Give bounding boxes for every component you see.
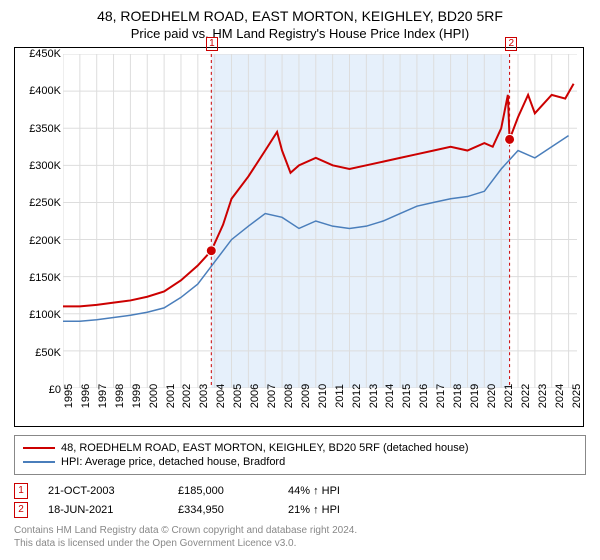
x-axis-tick: 2012 (351, 384, 363, 408)
x-axis-tick: 2003 (198, 384, 210, 408)
annotation-delta: 44% ↑ HPI (288, 485, 340, 497)
x-axis-tick: 2020 (486, 384, 498, 408)
x-axis-tick: 2021 (503, 384, 515, 408)
x-axis-tick: 1998 (114, 384, 126, 408)
legend-swatch (23, 447, 55, 449)
x-axis-tick: 2002 (181, 384, 193, 408)
annotation-price: £334,950 (178, 504, 268, 516)
attribution-text: Contains HM Land Registry data © Crown c… (14, 524, 586, 550)
x-axis-tick: 2023 (537, 384, 549, 408)
x-axis-tick: 1996 (80, 384, 92, 408)
x-axis-tick: 2006 (249, 384, 261, 408)
x-axis-tick: 2005 (232, 384, 244, 408)
chart-area: £0 £50K £100K £150K £200K £250K £300K £350K £400… (14, 47, 584, 427)
x-axis-tick: 2025 (571, 384, 583, 408)
annotation-marker: 1 (14, 483, 28, 499)
x-axis-tick: 2015 (401, 384, 413, 408)
plot-region: 12 (63, 54, 577, 388)
x-axis-tick: 2008 (283, 384, 295, 408)
x-axis-tick: 2000 (148, 384, 160, 408)
x-axis-tick: 2004 (215, 384, 227, 408)
x-axis-tick: 2011 (334, 384, 346, 408)
x-axis-tick: 1997 (97, 384, 109, 408)
annotation-delta: 21% ↑ HPI (288, 504, 340, 516)
x-axis-tick: 2001 (165, 384, 177, 408)
legend-swatch (23, 461, 55, 463)
annotation-date: 18-JUN-2021 (48, 504, 158, 516)
x-axis-tick: 1999 (131, 384, 143, 408)
annotation-marker: 2 (14, 502, 28, 518)
chart-marker: 2 (505, 37, 517, 51)
legend-label: 48, ROEDHELM ROAD, EAST MORTON, KEIGHLEY… (61, 442, 469, 454)
legend-item: HPI: Average price, detached house, Brad… (23, 456, 577, 468)
x-axis-tick: 2010 (317, 384, 329, 408)
y-axis-tick: £0 (17, 384, 61, 396)
y-axis-tick: £150K (17, 272, 61, 284)
chart-subtitle: Price paid vs. HM Land Registry's House … (14, 26, 586, 41)
y-axis-tick: £450K (17, 48, 61, 60)
annotation-table: 1 21-OCT-2003 £185,000 44% ↑ HPI 2 18-JUN-202… (14, 483, 586, 518)
y-axis-tick: £350K (17, 123, 61, 135)
y-axis-tick: £250K (17, 197, 61, 209)
x-axis-tick: 2018 (452, 384, 464, 408)
annotation-row: 1 21-OCT-2003 £185,000 44% ↑ HPI (14, 483, 586, 499)
x-axis-tick: 2009 (300, 384, 312, 408)
x-axis-tick: 2024 (554, 384, 566, 408)
x-axis-tick: 2017 (435, 384, 447, 408)
annotation-price: £185,000 (178, 485, 268, 497)
x-axis-tick: 2007 (266, 384, 278, 408)
y-axis-tick: £100K (17, 309, 61, 321)
y-axis-tick: £200K (17, 235, 61, 247)
x-axis-tick: 2016 (418, 384, 430, 408)
x-axis-tick: 2013 (368, 384, 380, 408)
x-axis-tick: 2019 (469, 384, 481, 408)
y-axis-tick: £50K (17, 347, 61, 359)
legend-label: HPI: Average price, detached house, Brad… (61, 456, 285, 468)
legend: 48, ROEDHELM ROAD, EAST MORTON, KEIGHLEY… (14, 435, 586, 475)
x-axis-tick: 2014 (384, 384, 396, 408)
chart-title: 48, ROEDHELM ROAD, EAST MORTON, KEIGHLEY… (14, 8, 586, 24)
legend-item: 48, ROEDHELM ROAD, EAST MORTON, KEIGHLEY… (23, 442, 577, 454)
y-axis-tick: £400K (17, 85, 61, 97)
y-axis-tick: £300K (17, 160, 61, 172)
annotation-row: 2 18-JUN-2021 £334,950 21% ↑ HPI (14, 502, 586, 518)
x-axis-tick: 1995 (63, 384, 75, 408)
x-axis-tick: 2022 (520, 384, 532, 408)
annotation-date: 21-OCT-2003 (48, 485, 158, 497)
chart-marker: 1 (206, 37, 218, 51)
